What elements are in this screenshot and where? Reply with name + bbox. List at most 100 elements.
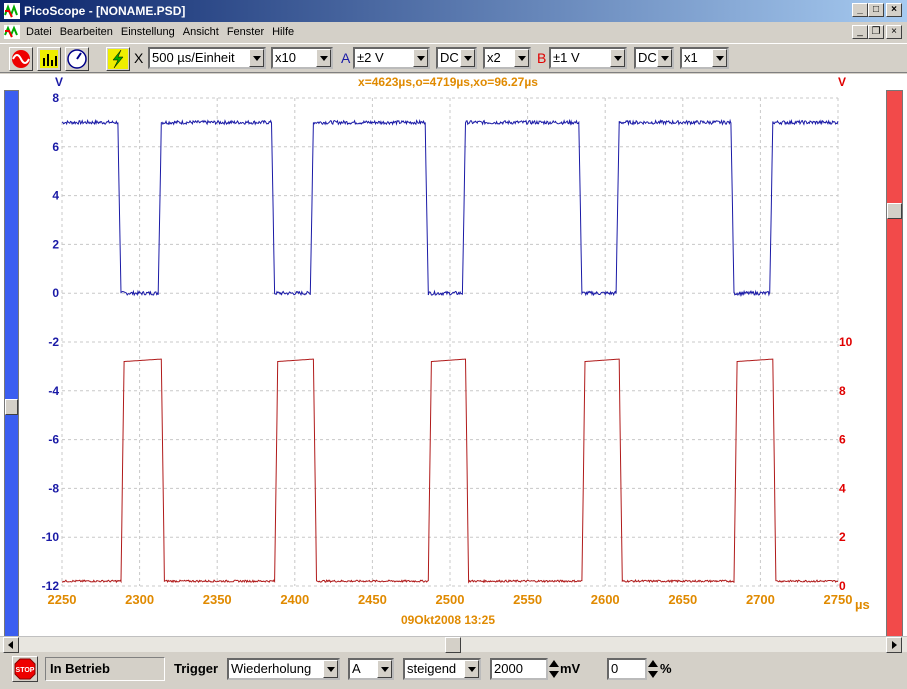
channel-b-range-select[interactable]: ±1 V [549, 47, 627, 69]
x-tick-label: 2550 [513, 592, 542, 607]
left-tick-label: -12 [42, 579, 60, 593]
x-tick-label: 2300 [125, 592, 154, 607]
level-unit: mV [560, 661, 581, 676]
channel-a-coupling-select[interactable]: DC [436, 47, 477, 69]
window-title: PicoScope - [NONAME.PSD] [24, 4, 186, 18]
menu-ansicht[interactable]: Ansicht [182, 26, 219, 38]
x-tick-label: 2500 [436, 592, 465, 607]
channel-b-range-value: ±1 V [553, 50, 580, 65]
chevron-down-icon[interactable] [377, 660, 392, 678]
x-tick-label: 2650 [668, 592, 697, 607]
channel-b-multiplier-value: x1 [684, 50, 698, 65]
zoom-select[interactable]: x10 [271, 47, 333, 69]
scroll-left-icon[interactable] [3, 637, 19, 653]
right-tick-label: 4 [839, 481, 846, 495]
chevron-down-icon[interactable] [316, 49, 331, 67]
minimize-button[interactable]: _ [852, 3, 868, 17]
trigger-edge-value: steigend [407, 661, 457, 676]
title-bar: PicoScope - [NONAME.PSD] _ □ × [0, 0, 907, 22]
channel-a-multiplier-select[interactable]: x2 [483, 47, 531, 69]
chevron-down-icon[interactable] [464, 660, 479, 678]
meter-icon[interactable] [65, 47, 89, 71]
left-tick-label: -4 [48, 384, 59, 398]
trigger-level-spinner-icon[interactable] [548, 658, 560, 680]
status-text: In Betrieb [50, 661, 110, 676]
x-tick-label: 2750 [824, 592, 853, 607]
channel-a-offset-scrollbar[interactable] [4, 90, 19, 638]
cursor-readout: x=4623µs,o=4719µs,xo=96.27µs [358, 75, 538, 89]
timebase-select[interactable]: 500 µs/Einheit [148, 47, 266, 69]
right-tick-label: 10 [839, 335, 853, 349]
channel-a-range-select[interactable]: ±2 V [353, 47, 430, 69]
pretrigger-input[interactable]: 0 [607, 658, 647, 680]
timebase-value: 500 µs/Einheit [152, 50, 235, 65]
child-restore-button[interactable]: ❐ [868, 25, 884, 39]
channel-b-multiplier-select[interactable]: x1 [680, 47, 729, 69]
close-button[interactable]: × [886, 3, 902, 17]
channel-a-trace [61, 118, 839, 297]
oscilloscope-icon[interactable] [9, 47, 33, 71]
trigger-channel-select[interactable]: A [348, 658, 394, 680]
trigger-level-value: 2000 [494, 661, 523, 676]
x-tick-label: 2400 [280, 592, 309, 607]
menu-datei[interactable]: Datei [26, 26, 52, 38]
channel-b-offset-scrollbar[interactable] [886, 90, 903, 638]
x-tick-label: 2350 [203, 592, 232, 607]
x-tick-label: 2450 [358, 592, 387, 607]
menu-fenster[interactable]: Fenster [226, 26, 265, 38]
channel-a-range-value: ±2 V [357, 50, 384, 65]
left-tick-label: -8 [48, 481, 59, 495]
maximize-button[interactable]: □ [868, 3, 884, 17]
child-close-button[interactable]: × [886, 25, 902, 39]
status-bar: STOP In Betrieb Trigger Wiederholung A s… [0, 653, 907, 689]
spectrum-icon[interactable] [37, 47, 61, 71]
app-icon[interactable] [4, 3, 20, 19]
channel-b-coupling-select[interactable]: DC [634, 47, 674, 69]
scope-display: 2250 2300 2350 2400 2450 2500 2550 2600 2650 2700… [0, 74, 907, 638]
waveform-plot[interactable]: 2250 2300 2350 2400 2450 2500 2550 2600 2650 2700… [0, 74, 907, 636]
left-tick-label: 6 [52, 140, 59, 154]
chevron-down-icon[interactable] [460, 49, 475, 67]
chevron-down-icon[interactable] [249, 49, 264, 67]
channel-b-label: B [537, 50, 547, 66]
menu-bearbeiten[interactable]: Bearbeiten [59, 26, 113, 38]
chevron-down-icon[interactable] [657, 49, 672, 67]
chevron-down-icon[interactable] [413, 49, 428, 67]
time-scrollbar[interactable] [0, 636, 907, 653]
menu-bar: Datei Bearbeiten Einstellung Ansicht Fen… [0, 22, 907, 42]
right-tick-label: 6 [839, 433, 846, 447]
left-tick-label: -10 [42, 530, 60, 544]
left-tick-label: 0 [52, 286, 59, 300]
channel-b-trace [61, 358, 839, 584]
stop-label: STOP [16, 667, 35, 674]
trigger-mode-select[interactable]: Wiederholung [227, 658, 340, 680]
channel-a-label: A [341, 50, 351, 66]
channel-a-multiplier-value: x2 [487, 50, 501, 65]
channel-a-coupling-value: DC [440, 50, 459, 65]
stop-button[interactable]: STOP [12, 656, 38, 682]
x-tick-label: 2600 [591, 592, 620, 607]
document-icon[interactable] [4, 25, 20, 39]
chevron-down-icon[interactable] [610, 49, 625, 67]
trigger-mode-value: Wiederholung [231, 661, 312, 676]
chevron-down-icon[interactable] [514, 49, 529, 67]
channel-b-offset-thumb[interactable] [887, 203, 902, 219]
channel-a-offset-thumb[interactable] [5, 399, 18, 415]
scroll-right-icon[interactable] [886, 637, 902, 653]
toolbar: X 500 µs/Einheit x10 A ±2 V DC x2 B ±1 V… [0, 43, 907, 73]
trigger-edge-select[interactable]: steigend [403, 658, 481, 680]
pretrigger-spinner-icon[interactable] [647, 658, 659, 680]
menu-hilfe[interactable]: Hilfe [272, 26, 295, 38]
right-tick-label: 0 [839, 579, 846, 593]
left-tick-label: 4 [52, 189, 59, 203]
left-unit-label: V [55, 75, 63, 89]
trigger-level-input[interactable]: 2000 [490, 658, 548, 680]
chevron-down-icon[interactable] [323, 660, 338, 678]
time-scroll-thumb[interactable] [445, 637, 461, 653]
child-minimize-button[interactable]: _ [852, 25, 868, 39]
chevron-down-icon[interactable] [712, 49, 727, 67]
trigger-lightning-icon[interactable] [106, 47, 130, 71]
pretrigger-value: 0 [611, 661, 619, 676]
status-panel: In Betrieb [45, 657, 165, 681]
menu-einstellung[interactable]: Einstellung [120, 26, 175, 38]
